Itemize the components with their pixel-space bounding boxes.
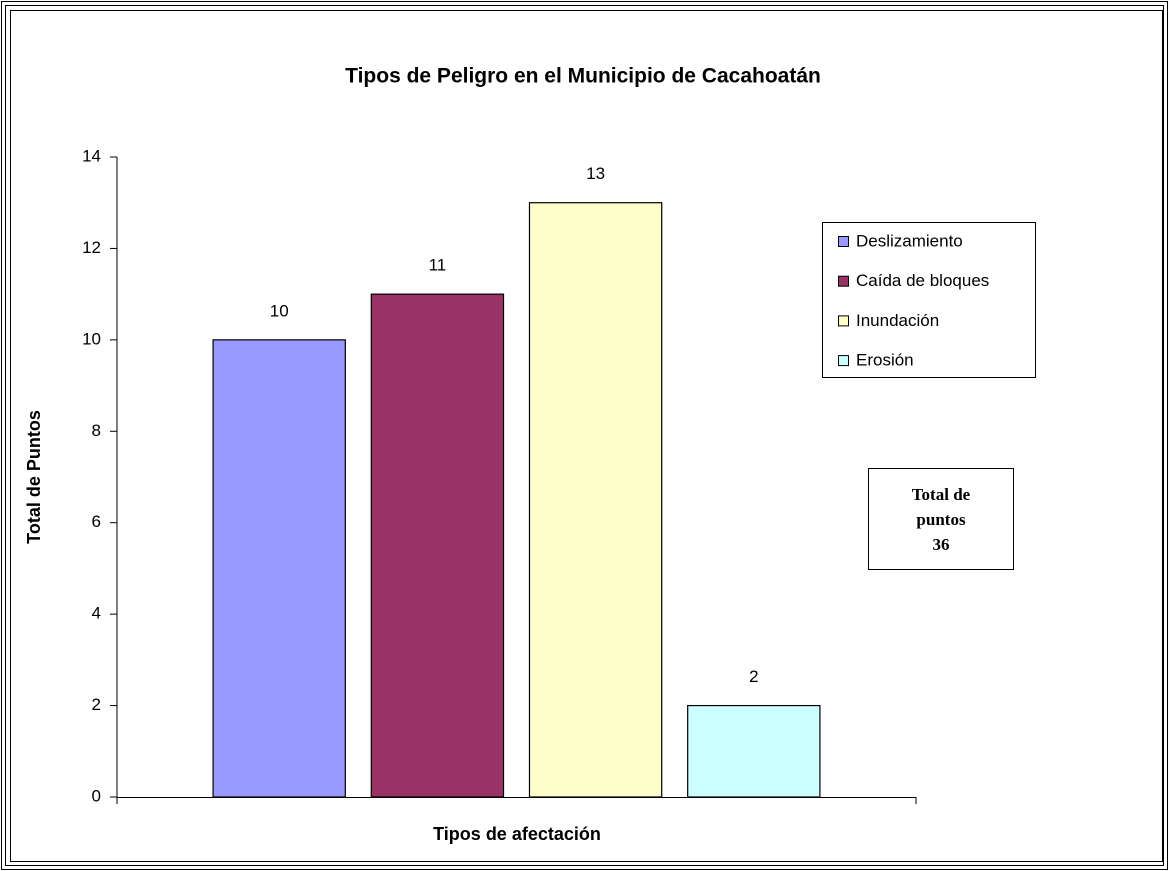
annotation-box bbox=[868, 468, 1014, 570]
outer-frame bbox=[5, 5, 1164, 866]
data-label: 10 bbox=[270, 301, 289, 320]
legend-swatch bbox=[838, 315, 849, 327]
legend bbox=[822, 222, 1036, 378]
y-tick-label: 4 bbox=[92, 604, 101, 623]
chart-title: Tipos de Peligro en el Municipio de Caca… bbox=[345, 65, 821, 88]
data-label: 13 bbox=[586, 164, 605, 183]
annotation-text: Total de bbox=[912, 485, 971, 504]
legend-label: Caída de bloques bbox=[856, 271, 989, 290]
data-label: 2 bbox=[749, 667, 758, 686]
legend-swatch bbox=[838, 236, 849, 247]
x-axis-label: Tipos de afectación bbox=[433, 824, 601, 844]
data-label: 11 bbox=[429, 256, 447, 275]
y-tick-label: 10 bbox=[82, 329, 101, 348]
y-tick-label: 8 bbox=[92, 421, 101, 440]
bar bbox=[370, 293, 505, 798]
annotation-text: 36 bbox=[933, 535, 950, 554]
legend-swatch bbox=[838, 275, 849, 287]
annotation-text: puntos bbox=[916, 510, 966, 529]
legend-label: Inundación bbox=[856, 311, 939, 330]
legend-swatch bbox=[838, 355, 849, 367]
bar bbox=[212, 339, 346, 798]
y-tick-label: 6 bbox=[92, 512, 101, 531]
y-tick-label: 14 bbox=[82, 146, 101, 165]
bar bbox=[687, 704, 821, 798]
y-tick-label: 2 bbox=[92, 695, 101, 714]
y-tick-label: 12 bbox=[82, 238, 101, 257]
legend-label: Deslizamiento bbox=[856, 231, 963, 250]
y-axis-label: Total de Puntos bbox=[24, 410, 44, 544]
y-tick-label: 0 bbox=[92, 786, 101, 805]
legend-label: Erosión bbox=[856, 351, 914, 370]
bar bbox=[528, 202, 663, 798]
